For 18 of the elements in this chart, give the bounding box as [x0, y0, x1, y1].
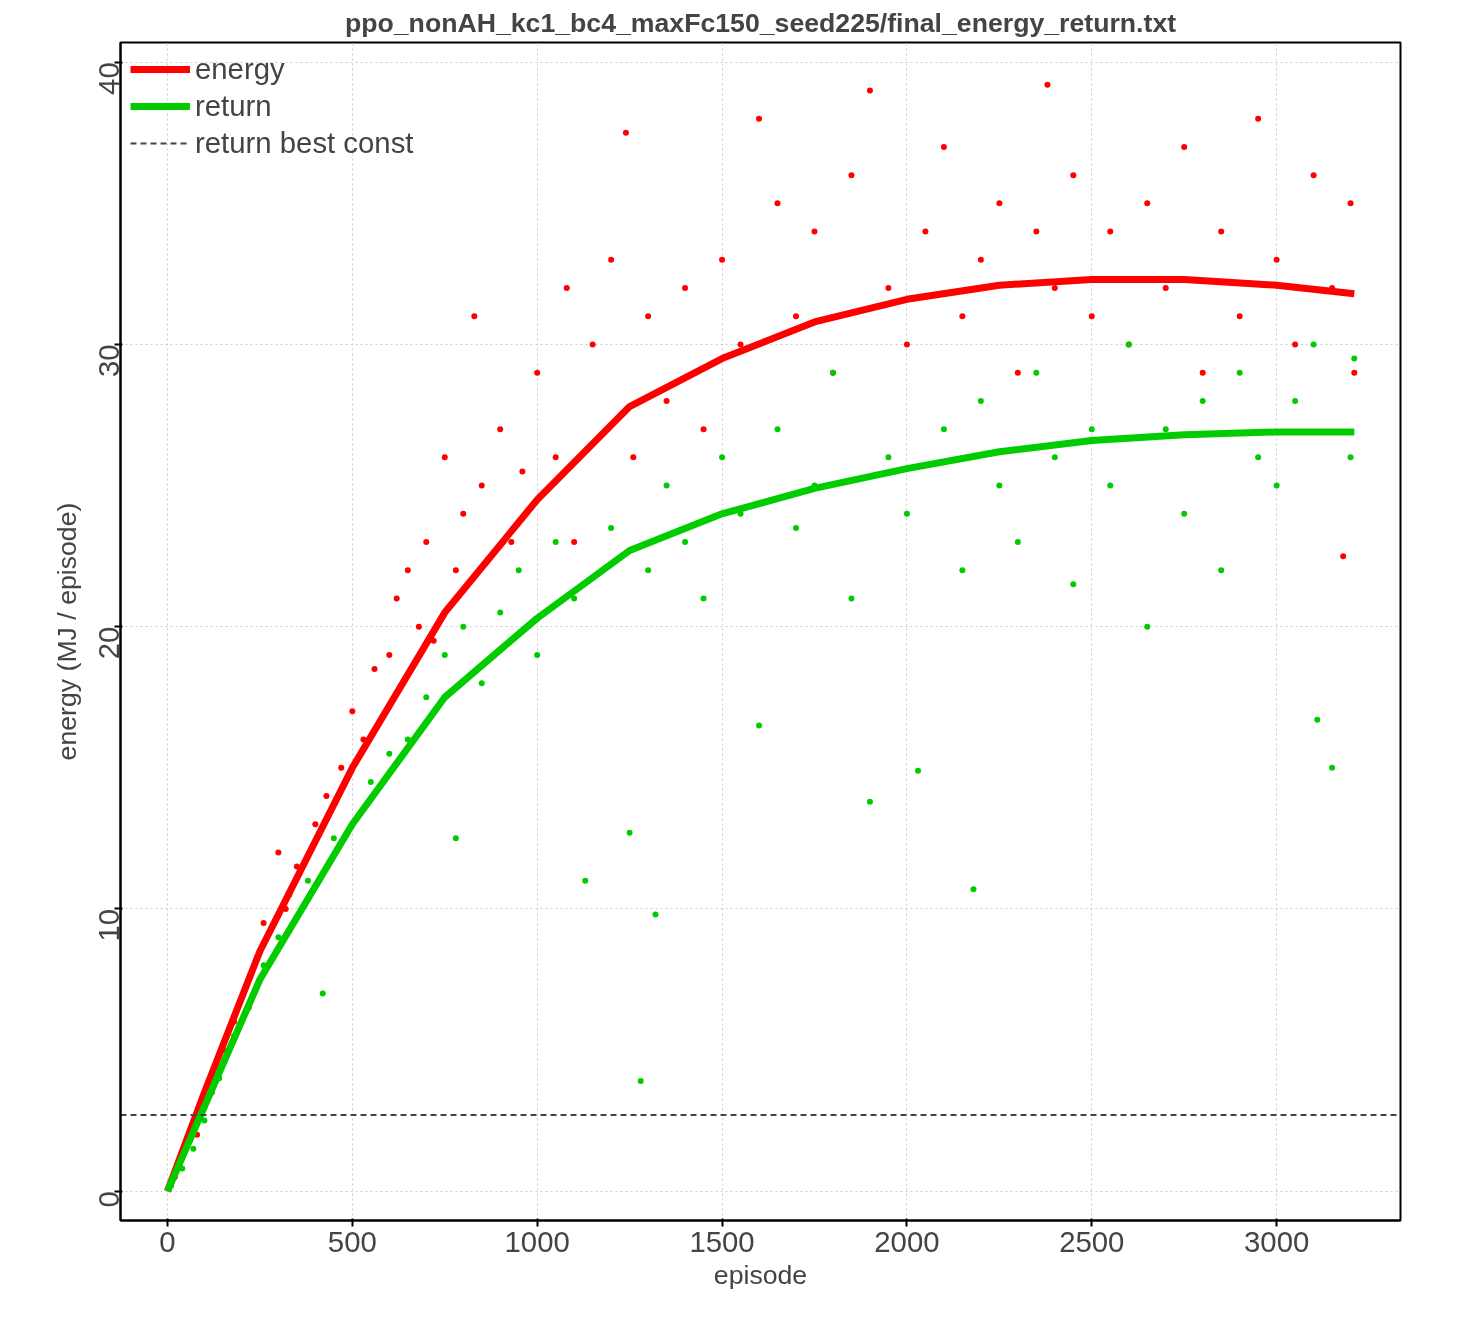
x-tick-label: 2500: [1059, 1224, 1125, 1258]
x-tick-label: 1000: [504, 1224, 570, 1258]
legend-label: energy: [195, 52, 285, 86]
x-axis-title: episode: [713, 1259, 808, 1290]
x-tick-label: 500: [327, 1224, 377, 1258]
legend-label: return best const: [195, 126, 414, 160]
chart-title: ppo_nonAH_kc1_bc4_maxFc150_seed225/final_energy_return.txt: [344, 7, 1177, 38]
x-tick-label: 2000: [874, 1224, 940, 1258]
y-tick-label: 10: [92, 908, 126, 942]
y-tick-label: 30: [92, 344, 126, 378]
x-tick-label: 0: [159, 1224, 176, 1258]
x-tick-label: 1500: [689, 1224, 755, 1258]
y-axis-title: energy (MJ / episode): [51, 502, 82, 761]
y-tick-label: 0: [92, 1191, 126, 1208]
legend-label: return: [195, 89, 272, 123]
y-tick-label: 20: [92, 626, 126, 660]
x-tick-label: 3000: [1244, 1224, 1310, 1258]
y-tick-label: 40: [92, 62, 126, 95]
